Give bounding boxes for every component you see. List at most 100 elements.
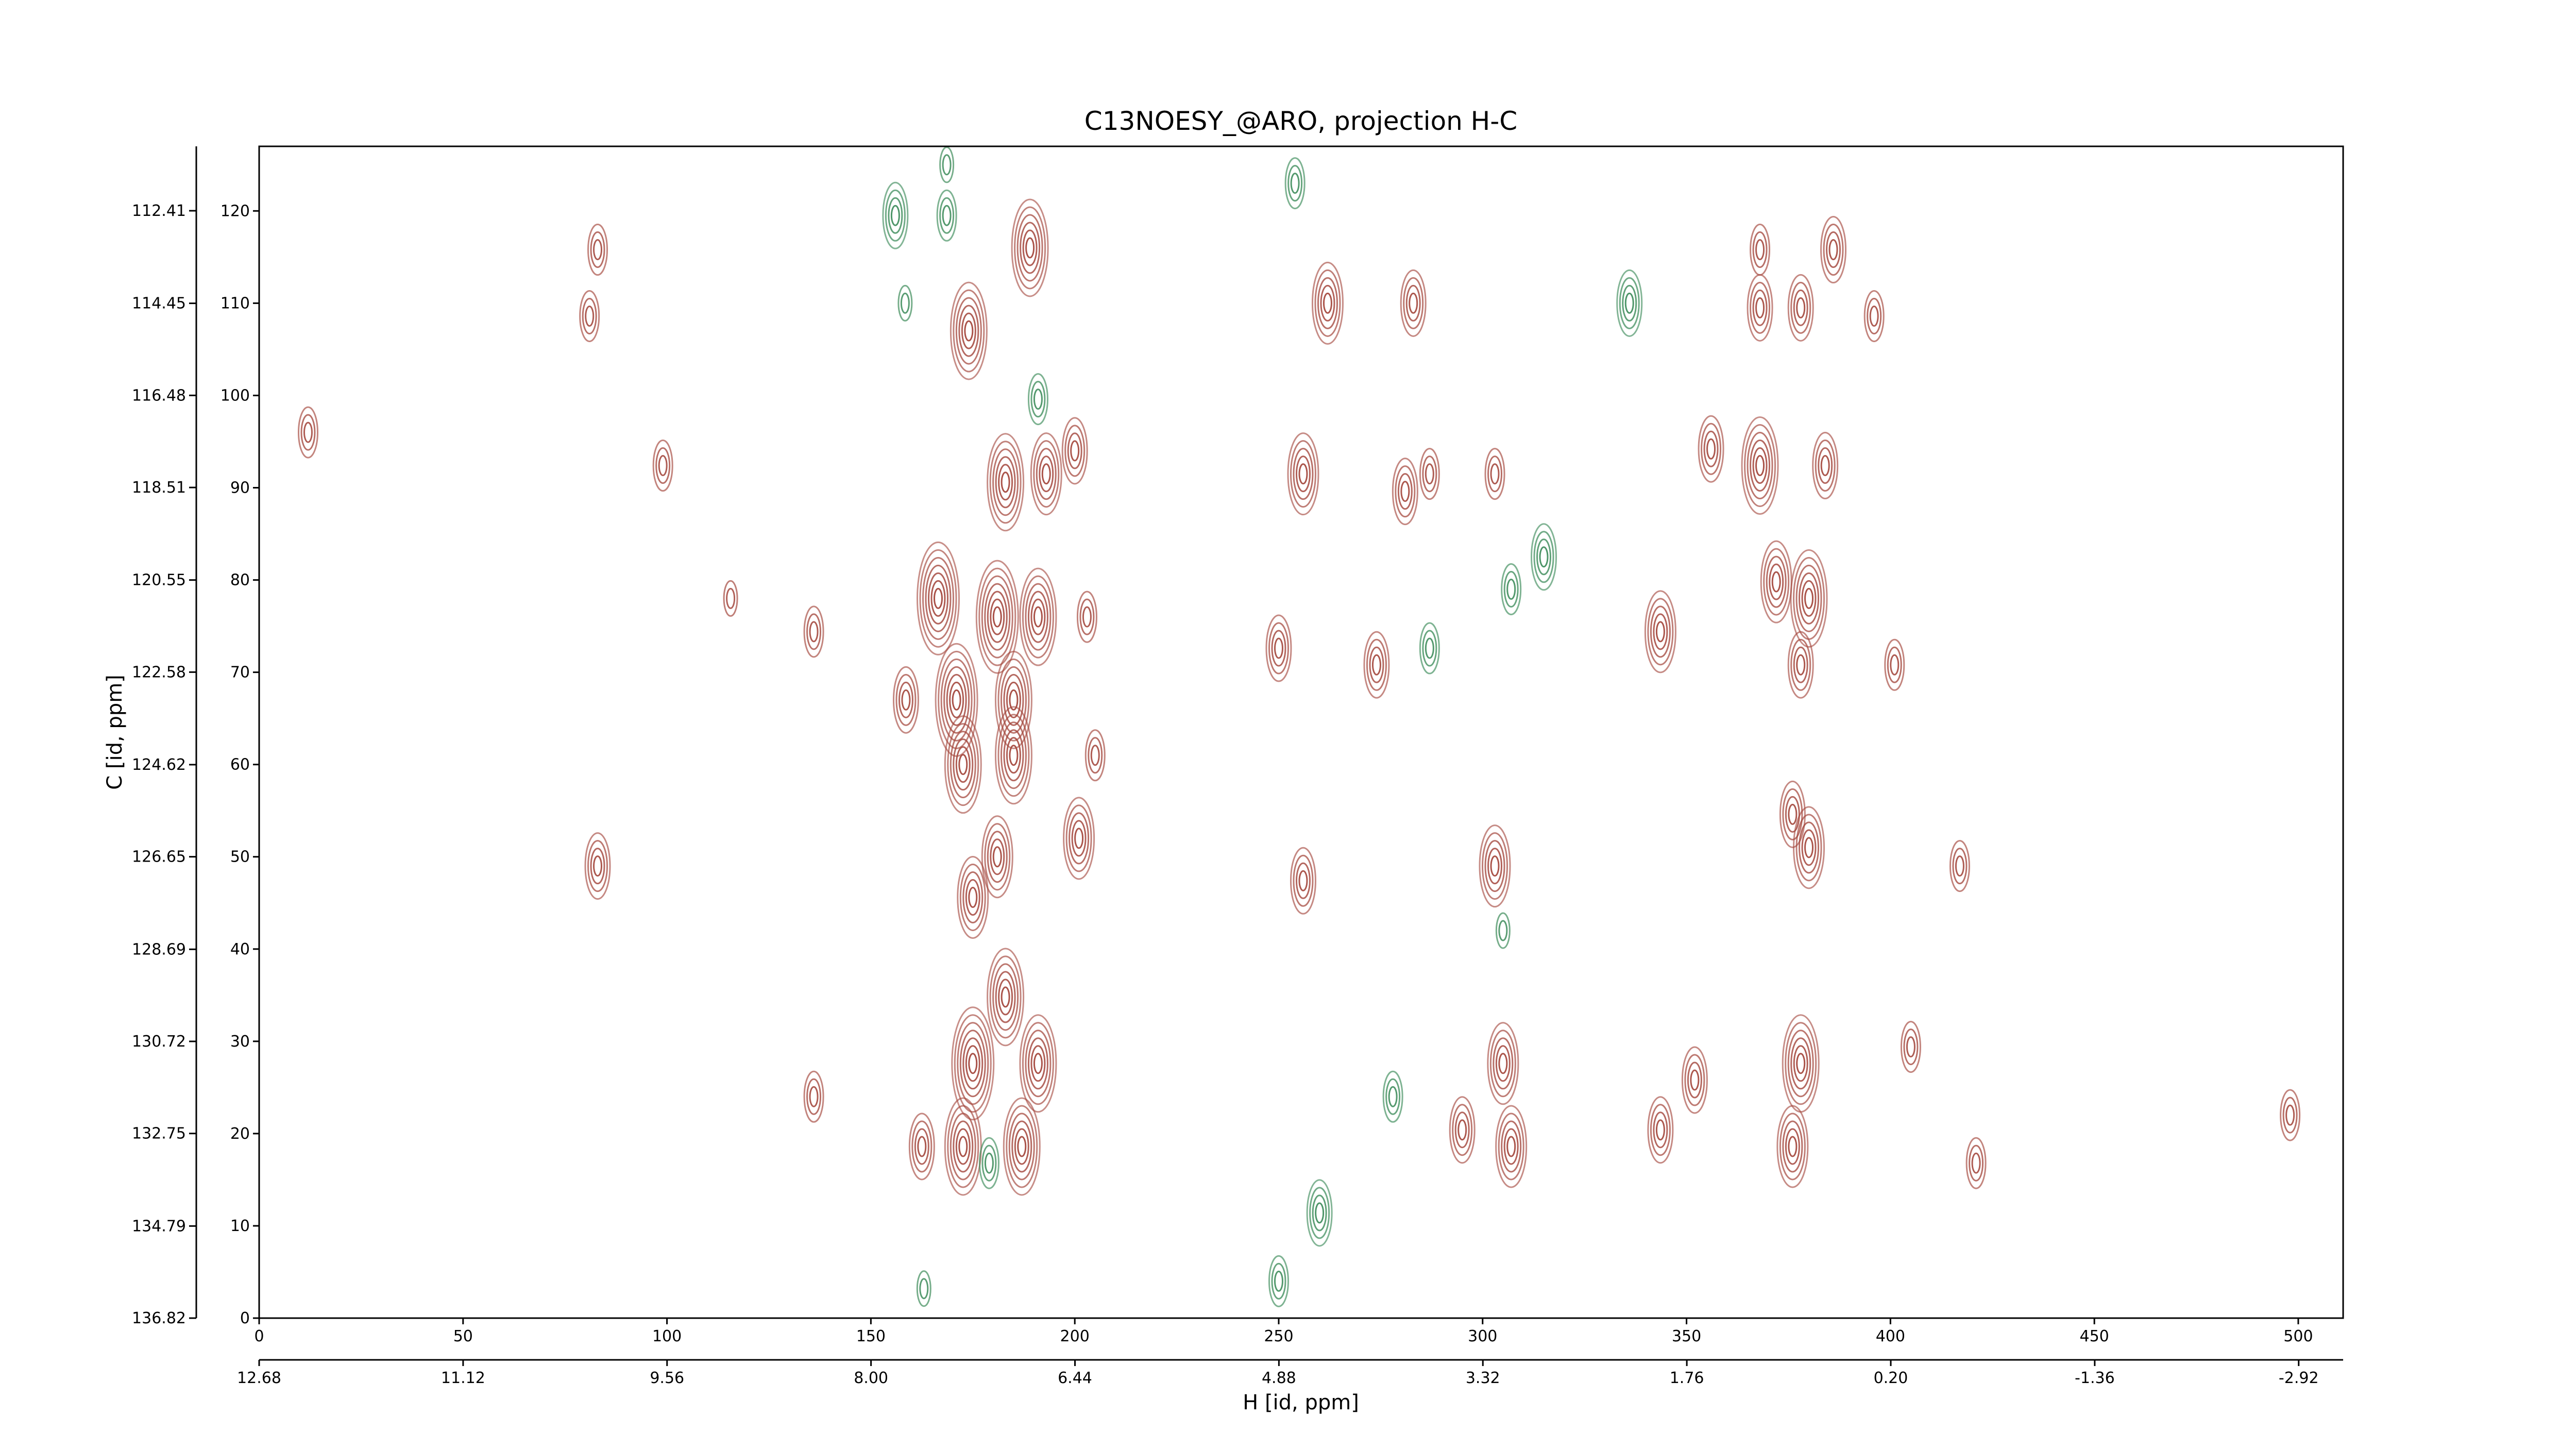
contour-ring [1653, 1111, 1668, 1149]
peak [908, 1113, 935, 1181]
contour-ring [1067, 432, 1082, 469]
x-tick-label: 400 [1876, 1327, 1905, 1345]
contour-ring [300, 414, 316, 451]
contour-ring [997, 658, 1030, 742]
contour-ring [940, 658, 973, 742]
contour-ring [1498, 1053, 1508, 1074]
x-tick-label: 250 [1264, 1327, 1293, 1345]
peak [1487, 1022, 1519, 1105]
contour-ring [1088, 737, 1103, 774]
peak [916, 1270, 931, 1307]
peak [1419, 622, 1440, 675]
contour-ring [1690, 1069, 1700, 1091]
peak [1779, 780, 1806, 848]
contour-ring [1011, 1120, 1032, 1173]
contour-ring [1320, 284, 1335, 322]
contour-ring [1782, 1120, 1803, 1173]
contour-ring [1799, 821, 1820, 874]
y-tick-label: 110 [221, 294, 250, 312]
contour-ring [954, 1014, 992, 1113]
peak [1501, 563, 1522, 615]
x2-tick-label: 3.32 [1466, 1369, 1500, 1387]
contour-ring [944, 715, 982, 814]
peak [944, 715, 982, 814]
contour-ring [978, 1137, 999, 1189]
contour-ring [1681, 1046, 1708, 1114]
y-tick-label: 40 [230, 940, 250, 958]
x2-tick-label: 9.56 [650, 1369, 684, 1387]
peak [1900, 1021, 1921, 1073]
contour-ring [901, 689, 911, 711]
contour-ring [1019, 567, 1057, 666]
contour-ring [1799, 572, 1820, 625]
x-tick-label: 200 [1060, 1327, 1090, 1345]
contour-ring [908, 1113, 935, 1181]
contour-ring [1030, 432, 1062, 516]
contour-ring [1017, 1136, 1027, 1157]
contour-ring [925, 564, 952, 632]
contour-ring [1487, 848, 1503, 885]
contour-ring [890, 205, 900, 226]
contour-ring [1074, 828, 1084, 849]
contour-ring [579, 290, 600, 342]
contour-ring [1820, 455, 1830, 477]
contour-ring [1647, 598, 1674, 666]
contour-ring [1298, 463, 1308, 485]
peak [1063, 797, 1095, 880]
contour-ring [998, 464, 1013, 501]
contour-ring [1392, 458, 1418, 526]
contour-ring [952, 689, 961, 711]
y-axis-title: C [id, ppm] [103, 675, 127, 790]
contour-ring [911, 1120, 933, 1173]
y2-tick-label: 130.72 [132, 1033, 186, 1051]
contour-ring [1644, 590, 1676, 673]
contour-ring [1041, 463, 1051, 485]
contour-ring [917, 1136, 927, 1157]
y2-tick-label: 128.69 [132, 940, 186, 958]
contour-ring [981, 815, 1013, 899]
contour-ring [593, 239, 603, 261]
peak [1812, 432, 1839, 500]
peak [1530, 523, 1557, 591]
contour-ring [1003, 729, 1024, 782]
contour-ring [981, 1144, 997, 1182]
contour-ring [1003, 1097, 1041, 1196]
contour-ring [995, 456, 1016, 509]
contour-ring [992, 606, 1002, 628]
peak [1290, 847, 1316, 915]
peak [1382, 1070, 1403, 1123]
contour-ring [1793, 646, 1808, 683]
contour-ring [1506, 1136, 1516, 1157]
contour-ring [997, 714, 1030, 797]
contour-ring [964, 320, 974, 342]
contour-ring [1884, 638, 1905, 691]
contour-ring [1501, 1120, 1522, 1173]
contour-ring [943, 666, 970, 734]
contour-ring [1785, 1128, 1800, 1165]
contour-ring [1906, 1036, 1916, 1058]
peak [1790, 549, 1828, 648]
contour-ring [1949, 840, 1970, 892]
contour-ring [965, 1045, 980, 1082]
y2-tick-label: 114.45 [132, 295, 186, 313]
y2-tick-label: 116.48 [132, 386, 186, 405]
peak [950, 281, 988, 380]
contour-ring [1793, 1045, 1808, 1082]
contour-ring [1397, 473, 1413, 510]
contour-ring [1771, 571, 1781, 593]
contour-ring [1006, 1105, 1038, 1188]
contour-ring [1061, 417, 1088, 485]
contour-ring [959, 864, 986, 932]
contour-ring [994, 706, 1032, 805]
contour-ring [1079, 598, 1095, 635]
contour-ring [1309, 1187, 1330, 1239]
contour-ring [984, 583, 1011, 651]
contour-ring [1796, 297, 1806, 318]
x-tick-label: 150 [856, 1327, 886, 1345]
peak [994, 706, 1032, 805]
peak [916, 541, 960, 655]
contour-area [297, 146, 2301, 1307]
peak [2280, 1089, 2301, 1141]
contour-ring [1787, 1030, 1814, 1098]
